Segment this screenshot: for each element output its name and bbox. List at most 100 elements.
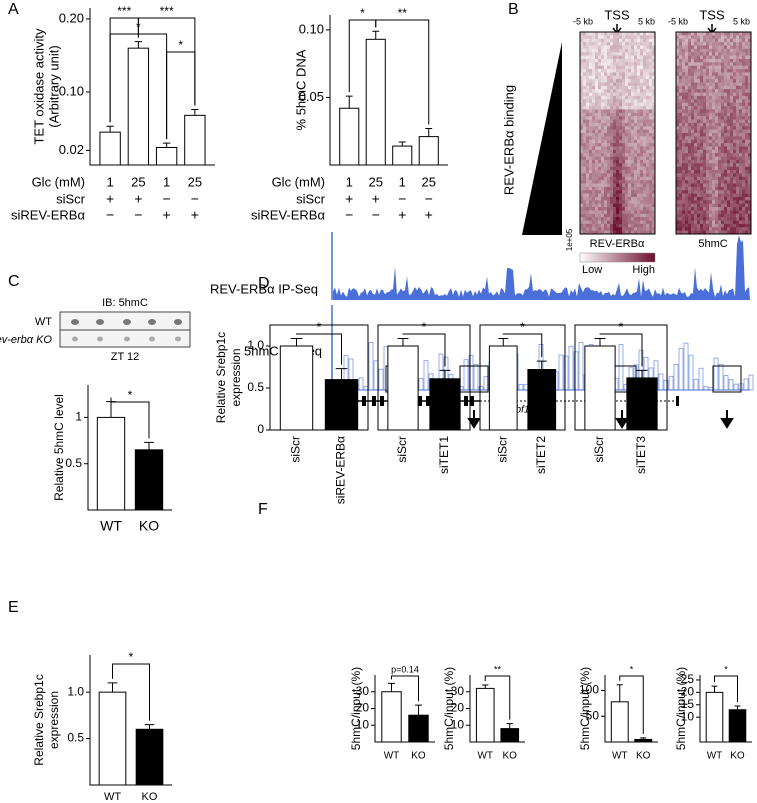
heatmap-cell [610, 106, 614, 110]
heatmap-cell [592, 163, 596, 167]
heatmap-cell [700, 109, 704, 114]
heatmap-cell [736, 119, 740, 124]
heatmap-cell [589, 109, 593, 114]
heatmap-cell [700, 52, 704, 56]
heatmap-cell [649, 149, 653, 154]
heatmap-cell [628, 69, 632, 73]
heatmap-cell [637, 116, 641, 120]
heatmap-cell [643, 220, 647, 225]
heatmap-cell [604, 99, 608, 103]
heatmap-cell [619, 193, 623, 198]
heatmap-cell [688, 69, 692, 73]
heatmap-cell [694, 200, 698, 204]
heatmap-cell [646, 35, 650, 40]
heatmap-cell [634, 190, 638, 194]
x-tick-label: 25 [422, 174, 436, 189]
heatmap-cell [646, 163, 650, 167]
heatmap-cell [709, 210, 713, 215]
heatmap-cell [682, 82, 686, 87]
heatmap-cell [676, 193, 680, 198]
heatmap-cell [706, 149, 710, 154]
heatmap-cell [721, 75, 725, 80]
heatmap-cell [607, 183, 611, 188]
heatmap-cell [676, 79, 680, 83]
heatmap-cell [685, 207, 689, 211]
heatmap-cell [739, 122, 743, 127]
heatmap-cell [634, 170, 638, 174]
heatmap-cell [685, 106, 689, 110]
heatmap-cell [601, 102, 605, 107]
heatmap-cell [727, 119, 731, 124]
heatmap-cell [607, 38, 611, 43]
heatmap-cell [715, 143, 719, 147]
heatmap-cell [604, 156, 608, 161]
heatmap-cell [679, 55, 683, 60]
heatmap-cell [613, 217, 617, 221]
heatmap-cell [604, 227, 608, 231]
heatmap-cell [715, 72, 719, 77]
heatmap-cell [676, 58, 680, 63]
heatmap-cell [604, 79, 608, 83]
heatmap-cell [682, 227, 686, 231]
heatmap-cell [694, 190, 698, 194]
heatmap-cell [685, 126, 689, 130]
heatmap-cell [718, 129, 722, 134]
heatmap-cell [634, 146, 638, 151]
heatmap-cell [643, 230, 647, 235]
heatmap-cell [718, 38, 722, 43]
heatmap-cell [640, 207, 644, 211]
heatmap-cell [631, 227, 635, 231]
heatmap-cell [688, 35, 692, 40]
heatmap-cell [604, 149, 608, 154]
heatmap-cell [610, 139, 614, 144]
heatmap-cell [739, 149, 743, 154]
heatmap-cell [622, 116, 626, 120]
heatmap-cell [631, 79, 635, 83]
heatmap-cell [724, 52, 728, 56]
heatmap-cell [637, 38, 641, 43]
x-tick-label: KO [139, 518, 159, 534]
heatmap-cell [631, 173, 635, 178]
heatmap-cell [730, 42, 734, 46]
heatmap-cell [745, 139, 749, 144]
heatmap-cell [598, 99, 602, 103]
y-tick-label: 100 [579, 683, 599, 697]
heatmap-cell [718, 102, 722, 107]
heatmap-cell [739, 52, 743, 56]
track-bin [668, 375, 674, 391]
heatmap-cell [694, 143, 698, 147]
heatmap-cell [604, 58, 608, 63]
heatmap-cell [646, 38, 650, 43]
heatmap-cell [589, 85, 593, 90]
heatmap-cell [712, 79, 716, 83]
heatmap-cell [727, 79, 731, 83]
heatmap-cell [700, 89, 704, 93]
heatmap-cell [604, 143, 608, 147]
heatmap-cell [610, 35, 614, 40]
condition-mark: + [345, 191, 353, 207]
heatmap-cell [646, 92, 650, 97]
heatmap-cell [685, 193, 689, 198]
heatmap-cell [682, 126, 686, 130]
heatmap-cell [625, 217, 629, 221]
heatmap-cell [634, 55, 638, 60]
heatmap-cell [640, 203, 644, 208]
heatmap-cell [721, 48, 725, 53]
heatmap-cell [628, 176, 632, 181]
heatmap-cell [634, 65, 638, 70]
y-tick-label: 0.10 [59, 83, 84, 98]
heatmap-cell [718, 69, 722, 73]
heatmap-cell [625, 153, 629, 157]
heatmap-cell [736, 109, 740, 114]
heatmap-cell [619, 119, 623, 124]
heatmap-cell [625, 220, 629, 225]
heatmap-cell [709, 183, 713, 188]
exon [676, 396, 679, 406]
heatmap-cell [748, 230, 752, 235]
heatmap-cell [703, 82, 707, 87]
heatmap-cell [634, 52, 638, 56]
heatmap-cell [685, 99, 689, 103]
heatmap-cell [685, 163, 689, 167]
heatmap-cell [613, 65, 617, 70]
x-tick-label: 25 [188, 174, 202, 189]
